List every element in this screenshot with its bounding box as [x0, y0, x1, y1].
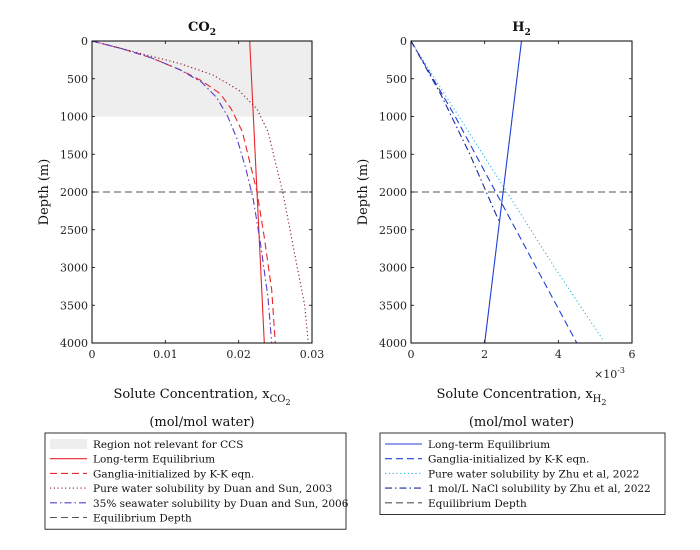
legend-box	[379, 432, 666, 515]
y-tick-label: 3500	[379, 299, 407, 312]
y-tick-label: 500	[386, 73, 407, 86]
co2-legend: Region not relevant for CCS Long-term Equ…	[44, 432, 349, 530]
x-tick-label: 0.03	[300, 348, 325, 361]
h2-legend: Long-term Equilibrium Ganglia-initialized…	[379, 432, 666, 515]
h2-ylabel: Depth (m)	[356, 159, 371, 226]
y-tick-label: 0	[81, 35, 88, 48]
y-tick-label: 1000	[379, 111, 407, 124]
co2-series-3	[91, 40, 273, 344]
co2-ticks: 0 0.01 0.02 0.03 0 500 1000 1500 2000 2500 3000 350…	[60, 35, 324, 361]
legend-box	[44, 432, 347, 530]
y-tick-label: 3000	[60, 262, 88, 275]
x-tick-label: 0.01	[153, 348, 178, 361]
y-tick-label: 500	[67, 73, 88, 86]
y-tick-label: 1000	[60, 111, 88, 124]
y-tick-label: 3000	[379, 262, 407, 275]
co2-units: (mol/mol water)	[149, 415, 254, 430]
y-tick-label: 1500	[60, 148, 88, 161]
h2-x-multiplier: ×10-3	[594, 366, 625, 381]
legend-label: Equilibrium Depth	[428, 498, 527, 510]
legend-label: 1 mol/L NaCl solubility by Zhu et al, 20…	[428, 483, 651, 495]
ccs-irrelevant-region	[92, 41, 312, 117]
h2-title: H2	[512, 20, 531, 38]
legend-label: 35% seawater solubility by Duan and Sun,…	[93, 498, 349, 510]
h2-units: (mol/mol water)	[469, 415, 574, 430]
legend-label: Region not relevant for CCS	[93, 439, 243, 451]
legend-label: Pure water solubility by Duan and Sun, 2…	[93, 483, 332, 495]
co2-chart: 0 0.01 0.02 0.03 0 500 1000 1500 2000 2500 3000 350…	[37, 20, 324, 430]
y-tick-label: 4000	[379, 337, 407, 350]
h2-xlabel: Solute Concentration, xH2	[437, 387, 607, 407]
h2-series-1	[410, 40, 578, 344]
legend-label: Equilibrium Depth	[93, 513, 192, 525]
legend-label: Long-term Equilibrium	[428, 439, 550, 451]
x-tick-label: 6	[629, 348, 636, 361]
x-tick-label: 0	[408, 348, 415, 361]
y-tick-label: 2000	[60, 186, 88, 199]
y-tick-label: 2000	[379, 186, 407, 199]
co2-ylabel: Depth (m)	[37, 159, 52, 226]
y-tick-label: 3500	[60, 299, 88, 312]
co2-series-2	[91, 40, 309, 344]
h2-series-3	[410, 40, 500, 223]
y-tick-label: 1500	[379, 148, 407, 161]
y-tick-label: 2500	[60, 224, 88, 237]
y-tick-label: 0	[400, 35, 407, 48]
co2-xlabel: Solute Concentration, xCO2	[113, 387, 290, 407]
legend-swatch	[50, 439, 87, 449]
legend-label: Ganglia-initialized by K-K eqn.	[428, 454, 589, 466]
legend-label: Long-term Equilibrium	[93, 454, 215, 466]
h2-ticks: 0 2 4 6 0 500 1000 1500 2000 2500 3000 3500 4000	[379, 35, 636, 361]
x-tick-label: 0.02	[226, 348, 251, 361]
legend-label: Ganglia-initialized by K-K eqn.	[93, 468, 254, 480]
h2-series-2	[410, 40, 603, 340]
legend-label: Pure water solubility by Zhu et al, 2022	[428, 468, 640, 480]
y-tick-label: 4000	[60, 337, 88, 350]
y-tick-label: 2500	[379, 224, 407, 237]
x-tick-label: 2	[481, 348, 488, 361]
x-tick-label: 0	[89, 348, 96, 361]
x-tick-label: 4	[555, 348, 562, 361]
co2-title: CO2	[188, 20, 216, 38]
